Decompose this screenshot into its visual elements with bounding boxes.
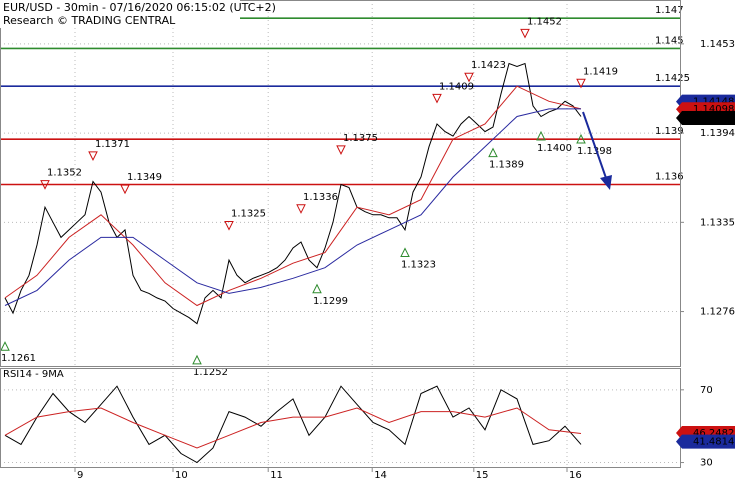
high-marker bbox=[576, 78, 586, 89]
price-box-label: 1.14098 bbox=[693, 104, 734, 115]
low-marker bbox=[0, 341, 10, 351]
high-label: 1.1325 bbox=[231, 208, 266, 219]
high-marker bbox=[336, 145, 346, 155]
high-label: 1.1349 bbox=[127, 172, 162, 183]
price-box bbox=[676, 110, 735, 125]
high-marker bbox=[296, 204, 306, 214]
y-tick-label: 1.1453 bbox=[700, 39, 735, 50]
price-panel-frame bbox=[0, 0, 681, 367]
high-marker bbox=[224, 220, 234, 231]
chart-title: EUR/USD - 30min - 07/16/2020 06:15:02 (U… bbox=[3, 1, 276, 14]
high-marker bbox=[432, 93, 442, 104]
x-tick-label: 10 bbox=[175, 470, 188, 480]
low-label: 1.1323 bbox=[401, 259, 436, 270]
high-label: 1.1423 bbox=[471, 60, 506, 71]
level-label: 1.147 bbox=[655, 5, 684, 16]
series-line bbox=[4, 62, 582, 325]
low-label: 1.1389 bbox=[489, 160, 524, 171]
price-box-label: 1.1404 bbox=[693, 113, 728, 124]
price-box-label: 1.14148 bbox=[693, 97, 734, 108]
price-box-label: 41.4814 bbox=[693, 437, 734, 448]
low-marker bbox=[192, 354, 202, 365]
low-marker bbox=[576, 133, 586, 144]
level-label: 1.139 bbox=[655, 126, 684, 137]
high-label: 1.1409 bbox=[439, 81, 474, 92]
series-line bbox=[4, 407, 582, 449]
high-marker bbox=[120, 184, 130, 195]
high-label: 1.1352 bbox=[47, 168, 82, 179]
level-label: 1.145 bbox=[655, 35, 684, 46]
high-label: 1.1452 bbox=[527, 16, 562, 27]
low-label: 1.1398 bbox=[577, 146, 612, 157]
chart-subtitle: Research © TRADING CENTRAL bbox=[3, 14, 176, 27]
level-label: 1.1425 bbox=[655, 73, 690, 84]
low-label: 1.1299 bbox=[313, 296, 348, 307]
x-tick-label: 9 bbox=[77, 470, 83, 480]
high-marker bbox=[40, 180, 50, 190]
high-marker bbox=[464, 72, 474, 83]
rsi-title: RSI14 - 9MA bbox=[3, 369, 64, 380]
high-label: 1.1336 bbox=[303, 192, 338, 203]
low-label: 1.1261 bbox=[1, 353, 36, 364]
low-marker bbox=[312, 283, 322, 294]
high-label: 1.1419 bbox=[583, 66, 618, 77]
series-line bbox=[4, 85, 582, 307]
high-label: 1.1371 bbox=[95, 139, 130, 150]
x-tick-label: 16 bbox=[569, 470, 582, 480]
level-label: 1.136 bbox=[655, 172, 684, 183]
price-box-label: 46.2482 bbox=[693, 428, 734, 439]
low-label: 1.1252 bbox=[193, 367, 228, 378]
y-tick-label: 70 bbox=[700, 385, 713, 396]
low-marker bbox=[488, 147, 498, 158]
y-tick-label: 30 bbox=[700, 458, 713, 469]
forecast-arrowhead bbox=[600, 175, 612, 190]
y-tick-label: 1.1335 bbox=[700, 217, 735, 228]
series-line bbox=[4, 108, 581, 306]
x-tick-label: 15 bbox=[476, 470, 489, 480]
high-marker bbox=[520, 28, 530, 39]
x-tick-label: 14 bbox=[374, 470, 387, 480]
x-tick-label: 11 bbox=[270, 470, 283, 480]
high-marker bbox=[88, 151, 98, 161]
rsi-panel-frame bbox=[0, 368, 681, 468]
series-line bbox=[4, 385, 582, 464]
low-marker bbox=[400, 247, 410, 257]
forecast-arrow bbox=[582, 111, 607, 179]
y-tick-label: 1.1276 bbox=[700, 307, 735, 318]
low-marker bbox=[536, 130, 546, 141]
price-box bbox=[676, 434, 735, 449]
header-background bbox=[0, 0, 240, 28]
low-label: 1.1400 bbox=[537, 143, 572, 154]
high-label: 1.1375 bbox=[343, 133, 378, 144]
y-tick-label: 1.1394 bbox=[700, 128, 735, 139]
